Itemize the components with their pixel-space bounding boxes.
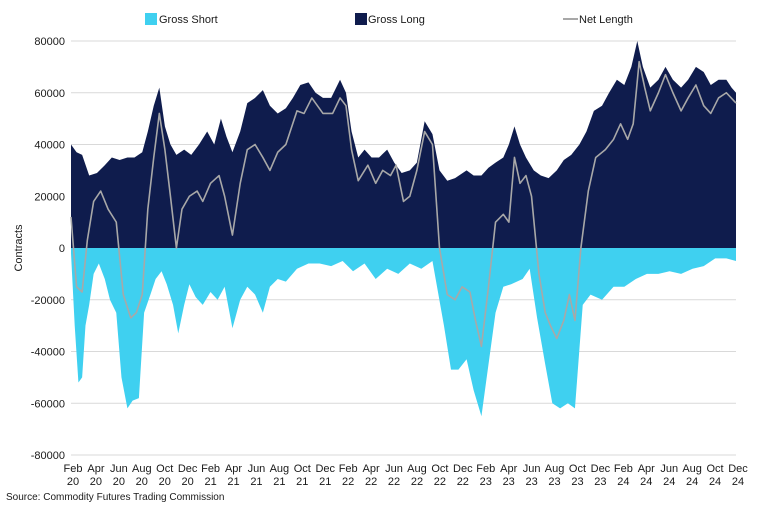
y-axis-ticks: 80000 60000 40000 20000 0 -20000 -40000 -60000 -… [31, 36, 65, 462]
x-tick-label-month: Feb [614, 463, 633, 475]
legend: Gross Short Gross Long Net Length [145, 13, 633, 26]
x-tick-label-month: Aug [682, 463, 702, 475]
x-tick-label-month: Feb [339, 463, 358, 475]
y-tick-label: -40000 [31, 347, 65, 359]
legend-swatch-gross-long [355, 13, 367, 25]
x-tick-label-month: Dec [453, 463, 473, 475]
series-lines [70, 60, 737, 348]
x-tick-label-year: 21 [204, 476, 216, 488]
x-tick-label-month: Feb [476, 463, 495, 475]
y-tick-label: 60000 [34, 88, 65, 100]
y-tick-label: 40000 [34, 140, 65, 152]
x-tick-label-month: Apr [87, 463, 104, 475]
x-tick-label-year: 20 [90, 476, 102, 488]
x-tick-label-month: Apr [363, 463, 380, 475]
x-tick-label-month: Apr [638, 463, 655, 475]
x-tick-label-month: Feb [201, 463, 220, 475]
x-tick-label-month: Jun [110, 463, 128, 475]
series-areas [71, 41, 736, 417]
y-tick-label: -80000 [31, 450, 65, 462]
x-tick-label-month: Jun [523, 463, 541, 475]
x-tick-label-year: 21 [319, 476, 331, 488]
x-tick-label-year: 22 [388, 476, 400, 488]
area-gross-short [71, 248, 736, 417]
x-tick-label-month: Apr [500, 463, 517, 475]
x-tick-label-year: 20 [159, 476, 171, 488]
x-tick-label-month: Dec [728, 463, 748, 475]
x-tick-label-year: 24 [640, 476, 652, 488]
y-tick-label: 80000 [34, 36, 65, 48]
x-tick-label-year: 22 [434, 476, 446, 488]
y-tick-label: -60000 [31, 398, 65, 410]
x-tick-label-month: Dec [178, 463, 198, 475]
x-tick-label-month: Jun [385, 463, 403, 475]
x-tick-label-year: 22 [365, 476, 377, 488]
x-tick-label-month: Aug [132, 463, 152, 475]
x-tick-label-year: 24 [663, 476, 675, 488]
area-gross-long [71, 41, 736, 248]
x-tick-label-year: 20 [113, 476, 125, 488]
x-tick-label-month: Apr [225, 463, 242, 475]
x-tick-label-month: Aug [407, 463, 427, 475]
x-tick-label-year: 23 [548, 476, 560, 488]
x-tick-label-year: 22 [411, 476, 423, 488]
x-tick-label-year: 24 [709, 476, 721, 488]
x-tick-label-year: 23 [503, 476, 515, 488]
y-tick-label: 20000 [34, 191, 65, 203]
source-note: Source: Commodity Futures Trading Commis… [6, 492, 225, 503]
x-tick-label-year: 23 [594, 476, 606, 488]
x-tick-label-month: Aug [545, 463, 565, 475]
y-axis-title: Contracts [13, 224, 25, 272]
x-tick-label-year: 23 [480, 476, 492, 488]
x-tick-label-month: Aug [270, 463, 290, 475]
x-axis-ticks: Feb20Apr20Jun20Aug20Oct20Dec20Feb21Apr21… [64, 463, 749, 488]
x-tick-label-year: 20 [182, 476, 194, 488]
x-tick-label-year: 24 [617, 476, 629, 488]
x-tick-label-month: Jun [660, 463, 678, 475]
x-tick-label-year: 22 [457, 476, 469, 488]
x-tick-label-month: Jun [248, 463, 266, 475]
x-tick-label-year: 23 [571, 476, 583, 488]
x-tick-label-year: 24 [686, 476, 698, 488]
x-tick-label-month: Oct [431, 463, 448, 475]
x-tick-label-year: 20 [67, 476, 79, 488]
x-tick-label-month: Dec [315, 463, 335, 475]
x-tick-label-month: Dec [591, 463, 611, 475]
legend-swatch-gross-short [145, 13, 157, 25]
legend-label-gross-long: Gross Long [368, 14, 425, 26]
x-tick-label-year: 21 [227, 476, 239, 488]
x-tick-label-year: 21 [250, 476, 262, 488]
y-tick-label: 0 [59, 243, 65, 255]
x-tick-label-year: 20 [136, 476, 148, 488]
x-tick-label-year: 21 [296, 476, 308, 488]
x-tick-label-month: Oct [294, 463, 311, 475]
legend-label-gross-short: Gross Short [159, 14, 218, 26]
x-tick-label-year: 22 [342, 476, 354, 488]
x-tick-label-year: 24 [732, 476, 744, 488]
x-tick-label-month: Oct [569, 463, 586, 475]
x-tick-label-month: Oct [156, 463, 173, 475]
x-tick-label-year: 21 [273, 476, 285, 488]
x-tick-label-year: 23 [525, 476, 537, 488]
x-tick-label-month: Feb [64, 463, 83, 475]
line-net-length [70, 60, 737, 348]
y-tick-label: -20000 [31, 295, 65, 307]
x-tick-label-month: Oct [707, 463, 724, 475]
legend-label-net-length: Net Length [579, 14, 633, 26]
